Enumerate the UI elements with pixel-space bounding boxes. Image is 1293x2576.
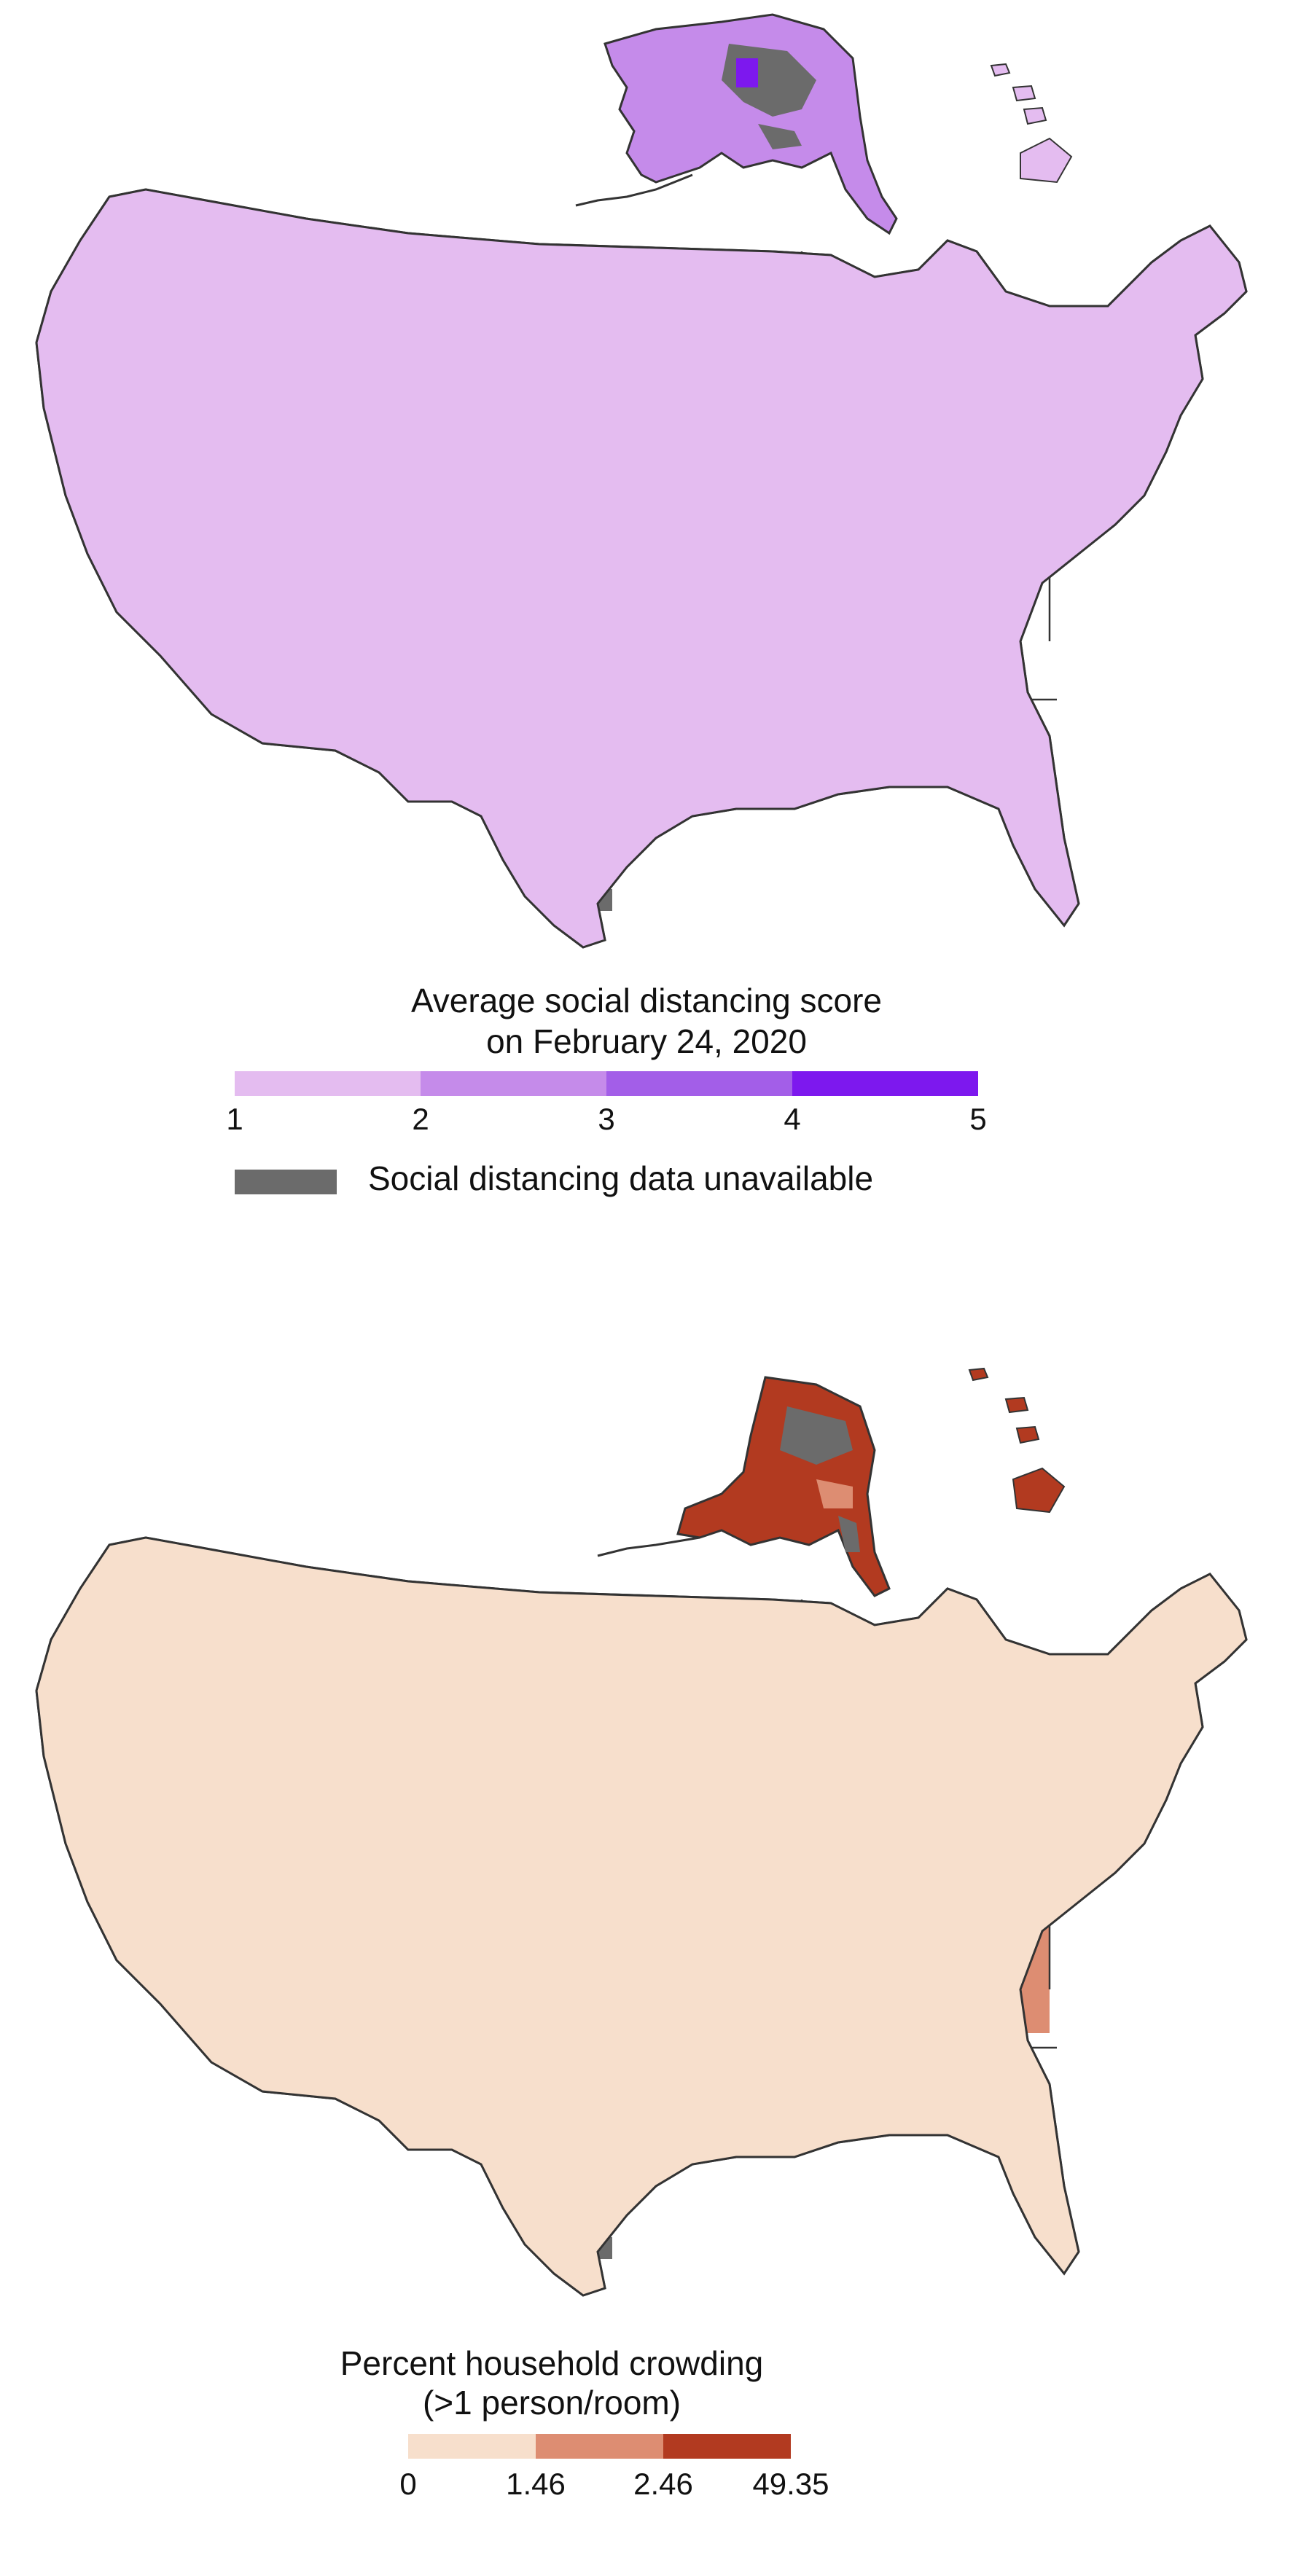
legend-bin-0: [408, 2434, 536, 2459]
social-distancing-tick-label: 2: [412, 1102, 429, 1136]
unavailable-data-swatch: [235, 1170, 337, 1194]
social-distancing-legend-bar: [235, 1071, 978, 1096]
alaska-region: [575, 13, 898, 235]
contiguous-us-region: [35, 188, 1248, 949]
household-crowding-tick-label: 1.46: [506, 2467, 566, 2501]
hawaii-region: [990, 63, 1073, 184]
social-distancing-tick-label: 5: [969, 1102, 987, 1136]
legend-bin-2: [663, 2434, 791, 2459]
household-crowding-legend-bar: [408, 2434, 791, 2459]
social-distancing-map: [35, 13, 1248, 949]
legend-bin-3: [792, 1071, 978, 1096]
alaska-region: [597, 1376, 891, 1597]
household-crowding-tick-label: 49.35: [752, 2467, 829, 2501]
legend-title-line-1: Percent household crowding: [340, 2344, 764, 2382]
household-crowding-legend-ticks: 0 1.46 2.46 49.35: [399, 2467, 829, 2503]
legend-title-line-2: (>1 person/room): [422, 2384, 681, 2422]
household-crowding-map-panel: Percent household crowding (>1 person/ro…: [0, 1348, 1293, 2576]
legend-bin-1: [421, 1071, 606, 1096]
hawaii-region: [968, 1367, 1066, 1514]
legend-bin-1: [536, 2434, 663, 2459]
legend-title-line-2: on February 24, 2020: [486, 1022, 807, 1060]
social-distancing-tick-label: 1: [226, 1102, 243, 1136]
unavailable-data-label: Social distancing data unavailable: [368, 1159, 874, 1197]
social-distancing-legend-ticks: 1 2 3 4 5: [226, 1102, 986, 1138]
legend-bin-2: [606, 1071, 792, 1096]
household-crowding-tick-label: 0: [399, 2467, 417, 2501]
legend-title-line-1: Average social distancing score: [410, 982, 883, 1019]
household-crowding-tick-label: 2.46: [633, 2467, 693, 2501]
social-distancing-tick-label: 3: [598, 1102, 615, 1136]
contiguous-us-region: [35, 1536, 1248, 2297]
household-crowding-map: [35, 1367, 1248, 2297]
social-distancing-tick-label: 4: [784, 1102, 801, 1136]
legend-bin-0: [235, 1071, 421, 1096]
social-distancing-map-panel: Average social distancing score on Febru…: [0, 0, 1293, 1239]
